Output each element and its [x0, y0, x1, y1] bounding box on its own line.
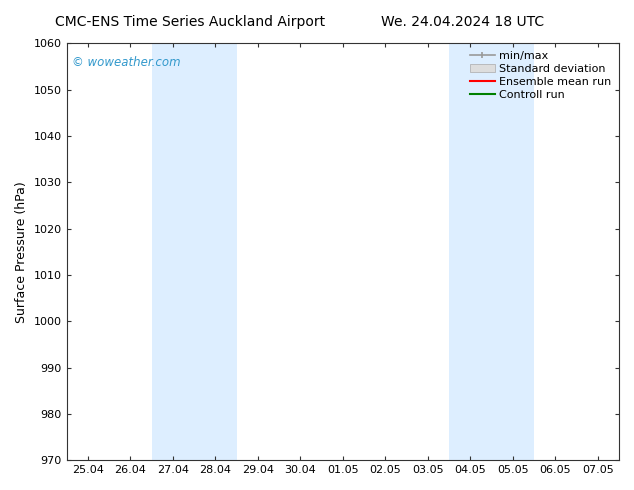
Text: We. 24.04.2024 18 UTC: We. 24.04.2024 18 UTC — [381, 15, 545, 29]
Bar — [152, 44, 236, 460]
Bar — [449, 44, 534, 460]
Text: © woweather.com: © woweather.com — [72, 56, 181, 69]
Text: CMC-ENS Time Series Auckland Airport: CMC-ENS Time Series Auckland Airport — [55, 15, 325, 29]
Legend: min/max, Standard deviation, Ensemble mean run, Controll run: min/max, Standard deviation, Ensemble me… — [468, 49, 614, 102]
Y-axis label: Surface Pressure (hPa): Surface Pressure (hPa) — [15, 181, 28, 323]
